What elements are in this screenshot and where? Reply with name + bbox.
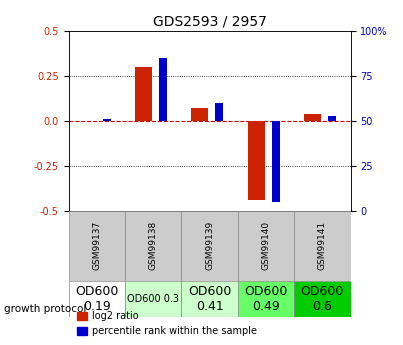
Text: OD600 0.3: OD600 0.3 [127, 294, 179, 304]
Text: GSM99140: GSM99140 [262, 221, 270, 270]
Text: growth protocol: growth protocol [4, 304, 86, 314]
FancyBboxPatch shape [238, 211, 294, 280]
Text: GSM99139: GSM99139 [205, 221, 214, 270]
Text: GSM99138: GSM99138 [149, 221, 158, 270]
Text: OD600
0.41: OD600 0.41 [188, 285, 231, 313]
FancyBboxPatch shape [125, 280, 181, 317]
FancyBboxPatch shape [69, 211, 125, 280]
Text: GSM99141: GSM99141 [318, 221, 327, 270]
Legend: log2 ratio, percentile rank within the sample: log2 ratio, percentile rank within the s… [73, 307, 261, 340]
FancyBboxPatch shape [181, 280, 238, 317]
Bar [191, 108, 208, 121]
Bar [103, 119, 110, 121]
Bar [304, 114, 321, 121]
FancyBboxPatch shape [238, 280, 294, 317]
Bar [248, 121, 265, 200]
Bar [159, 58, 167, 121]
FancyBboxPatch shape [294, 280, 351, 317]
Text: GSM99137: GSM99137 [92, 221, 101, 270]
FancyBboxPatch shape [294, 211, 351, 280]
Title: GDS2593 / 2957: GDS2593 / 2957 [153, 14, 266, 29]
Text: OD600
0.49: OD600 0.49 [244, 285, 288, 313]
Bar [135, 67, 152, 121]
Bar [272, 121, 280, 202]
Text: OD600
0.19: OD600 0.19 [75, 285, 118, 313]
FancyBboxPatch shape [69, 280, 125, 317]
Text: OD600
0.6: OD600 0.6 [301, 285, 344, 313]
FancyBboxPatch shape [181, 211, 238, 280]
FancyBboxPatch shape [125, 211, 181, 280]
Bar [216, 103, 223, 121]
Bar [328, 116, 336, 121]
